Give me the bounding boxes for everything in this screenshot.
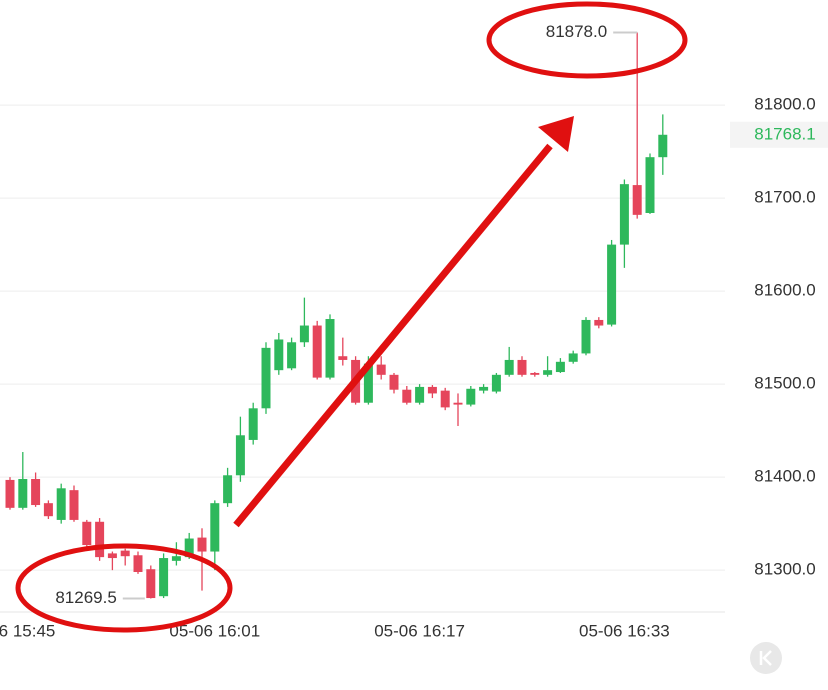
plot-area: 81300.0 81400.0 81500.0 81600.0 81700.0 81800… — [0, 22, 828, 640]
last-price-label: 81768.1 — [754, 124, 815, 143]
candle-body — [248, 408, 258, 440]
candle-body — [5, 479, 15, 508]
candle-body — [325, 319, 335, 378]
x-tick-label: 05-06 16:17 — [374, 621, 465, 640]
candle-body — [299, 325, 309, 343]
candle-body — [82, 521, 92, 546]
candle-body — [555, 361, 565, 373]
y-tick-label: 81600.0 — [754, 281, 815, 300]
candle-body — [18, 478, 28, 508]
candle-body — [274, 339, 284, 371]
candle-body — [107, 553, 117, 559]
y-tick-label: 81300.0 — [754, 560, 815, 579]
candle-body — [210, 503, 220, 552]
candle-body — [184, 538, 194, 558]
candle-body — [568, 353, 578, 362]
candle-body — [453, 402, 463, 405]
min-marker-label: 81269.5 — [55, 588, 116, 607]
candle-body — [56, 488, 66, 520]
candle-body — [171, 556, 181, 561]
candle-body — [223, 475, 233, 504]
collapse-button[interactable] — [750, 642, 782, 674]
arrow-head — [538, 116, 574, 152]
candle-body — [619, 184, 629, 245]
candle-body — [133, 555, 143, 573]
candle-body — [440, 390, 450, 408]
candle-body — [517, 359, 527, 375]
candle-body — [632, 185, 642, 215]
x-tick-label: 05-06 15:45 — [0, 621, 55, 640]
x-tick-label: 05-06 16:01 — [169, 621, 260, 640]
highlight-ellipse — [15, 543, 233, 633]
candle-body — [312, 325, 322, 378]
candle-body — [427, 386, 437, 394]
last-price-bg — [730, 121, 828, 148]
candle-body — [466, 388, 476, 405]
candle-body — [363, 363, 373, 403]
candle-body — [159, 558, 169, 597]
candle-body — [389, 374, 399, 390]
candle-body — [479, 386, 489, 391]
candle-body — [594, 319, 604, 326]
y-tick-label: 81400.0 — [754, 467, 815, 486]
candle-body — [504, 359, 514, 375]
highlight-ellipse — [486, 1, 688, 79]
candle-body — [235, 435, 245, 476]
candle-body — [607, 244, 617, 325]
max-marker-label: 81878.0 — [546, 22, 607, 41]
candle-body — [95, 521, 105, 558]
candle-body — [530, 372, 540, 375]
candle-body — [338, 356, 348, 360]
candle-body — [31, 478, 41, 506]
candle-body — [287, 342, 297, 369]
candle-body — [120, 550, 130, 557]
candle-body — [261, 347, 271, 409]
x-tick-label: 05-06 16:33 — [579, 621, 670, 640]
candle-body — [581, 319, 591, 354]
button-bg[interactable] — [750, 642, 782, 674]
y-tick-label: 81500.0 — [754, 374, 815, 393]
candle-body — [146, 569, 156, 599]
candle-body — [197, 537, 207, 552]
candle-body — [415, 386, 425, 403]
candle-body — [658, 134, 668, 158]
candle-body — [69, 490, 79, 520]
arrow-shaft — [233, 143, 553, 528]
candle-body — [43, 503, 53, 517]
button-icon[interactable] — [759, 650, 772, 666]
candle-body — [543, 370, 553, 375]
y-tick-label: 81800.0 — [754, 95, 815, 114]
y-tick-label: 81700.0 — [754, 188, 815, 207]
candle-body — [402, 389, 412, 403]
candle-body — [491, 374, 501, 392]
candle-body — [645, 157, 655, 213]
candle-body — [376, 364, 386, 375]
